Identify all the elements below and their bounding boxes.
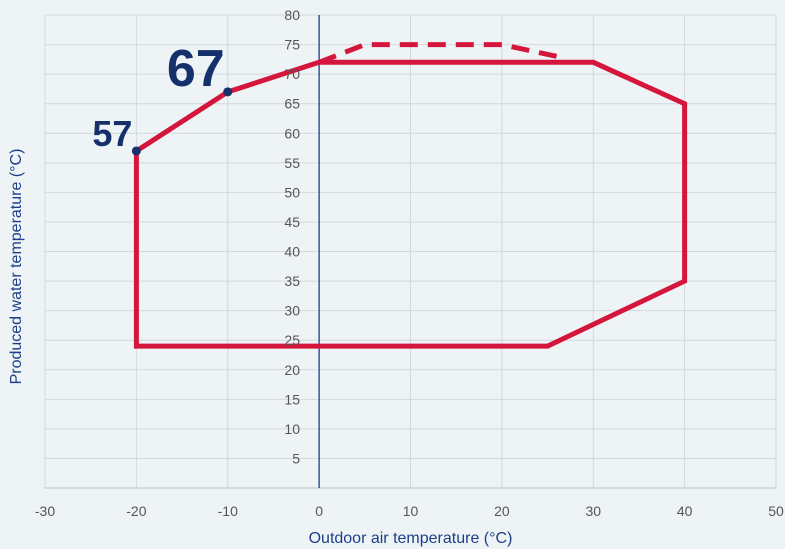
- y-tick-label: 55: [284, 155, 300, 171]
- x-tick-label: 50: [768, 503, 784, 519]
- y-tick-label: 5: [292, 450, 300, 466]
- y-tick-label: 45: [284, 214, 300, 230]
- y-axis-title: Produced water temperature (°C): [8, 149, 25, 385]
- x-axis-title: Outdoor air temperature (°C): [309, 530, 513, 547]
- y-tick-label: 10: [284, 421, 300, 437]
- envelope-line-solid: [133, 59, 688, 349]
- y-tick-label: 40: [284, 244, 300, 260]
- y-tick-label: 50: [284, 184, 300, 200]
- annotation-layer: 57 67: [92, 40, 233, 156]
- x-tick-label: 40: [677, 503, 693, 519]
- x-tick-label: 0: [315, 503, 323, 519]
- annotation-point: [223, 87, 233, 97]
- tick-labels: -30 -20 -10 0 10 20 30 40 50 5 10 15 20 25 30 35 40 45 50 5…: [35, 7, 784, 519]
- axes: [45, 15, 776, 489]
- annotation-point: [131, 146, 141, 156]
- y-tick-label: 25: [284, 332, 300, 348]
- grid-lines: [44, 14, 777, 488]
- x-tick-label: 20: [494, 503, 510, 519]
- x-tick-label: 10: [403, 503, 419, 519]
- y-tick-label: 65: [284, 96, 300, 112]
- annotation-label: 57: [92, 113, 132, 154]
- y-tick-label: 15: [284, 391, 300, 407]
- x-tick-label: 30: [585, 503, 601, 519]
- annotation-label: 67: [167, 40, 225, 98]
- y-tick-label: 60: [284, 125, 300, 141]
- y-tick-label: 30: [284, 303, 300, 319]
- x-tick-label: -20: [126, 503, 146, 519]
- y-tick-label: 80: [284, 7, 300, 23]
- x-tick-label: -10: [218, 503, 238, 519]
- y-tick-label: 20: [284, 362, 300, 378]
- series-layer: [133, 42, 688, 349]
- x-tick-label: -30: [35, 503, 55, 519]
- y-tick-label: 70: [284, 66, 300, 82]
- envelope-line-dashed: [318, 42, 558, 65]
- y-tick-label: 35: [284, 273, 300, 289]
- y-tick-label: 75: [284, 37, 300, 53]
